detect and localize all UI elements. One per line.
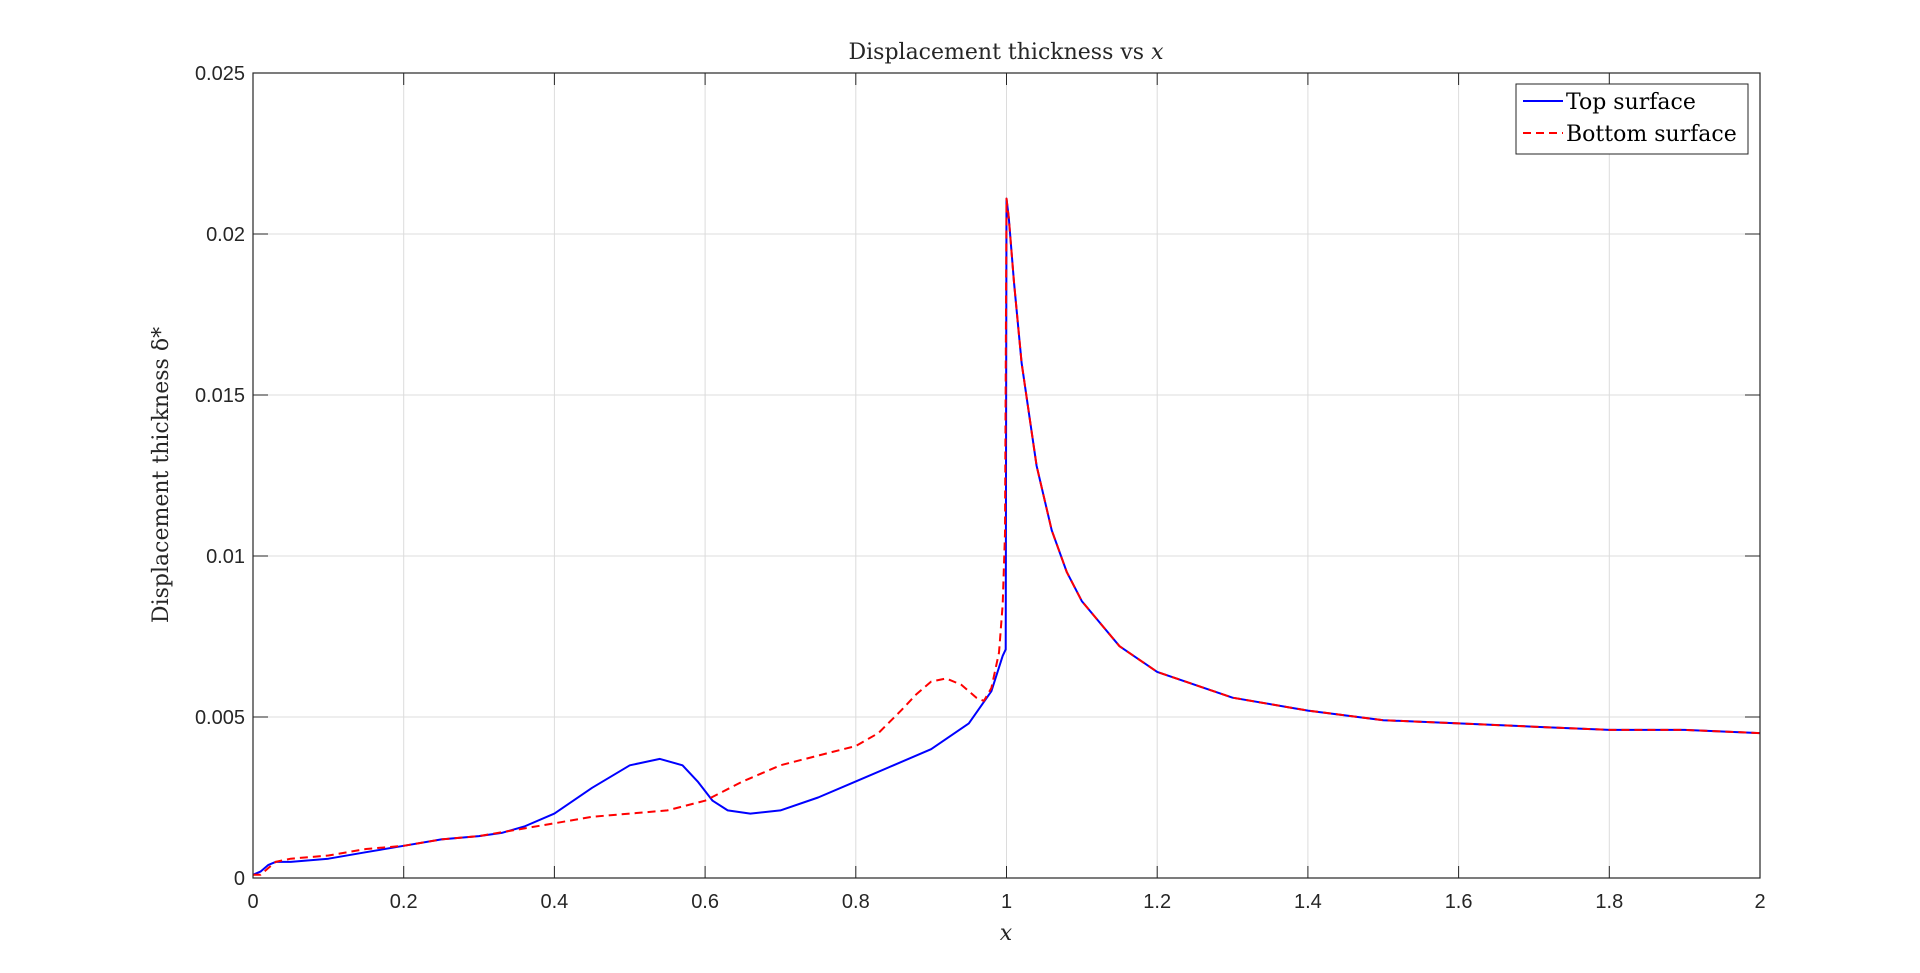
y-tick-label: 0.025 (195, 63, 245, 85)
ticks: 0 0.2 0.4 0.6 0.8 1 1.2 1.4 1.6 1.8 2 0 0.005 0.01 0.0… (195, 63, 1766, 913)
y-tick-label: 0.01 (206, 546, 245, 568)
legend-box (1515, 83, 1749, 155)
y-tick-label: 0.02 (206, 224, 245, 246)
legend-label-top-surface: Top surface (1566, 90, 1696, 115)
series-layer (252, 197, 1761, 876)
x-tick-label: 1.2 (1143, 891, 1171, 913)
x-tick-label: 1.8 (1595, 891, 1623, 913)
x-tick-label: 2 (1754, 891, 1765, 913)
chart-title: Displacement thickness vs x (848, 40, 1164, 65)
x-axis-label: x (1000, 921, 1013, 946)
x-tick-label: 1.4 (1294, 891, 1322, 913)
x-tick-label: 1.6 (1445, 891, 1473, 913)
y-tick-label: 0.015 (195, 385, 245, 407)
legend-label-bottom-surface: Bottom surface (1566, 122, 1737, 147)
y-axis-label: Displacement thickness δ* (149, 327, 174, 623)
y-tick-label: 0.005 (195, 707, 245, 729)
legend: Top surface Bottom surface (1515, 83, 1749, 155)
x-tick-label: 0.2 (390, 891, 418, 913)
x-tick-label: 0.4 (540, 891, 568, 913)
series-line-bottom-surface (253, 197, 1761, 876)
y-tick-label: 0 (234, 868, 245, 890)
x-tick-label: 0.6 (691, 891, 719, 913)
chart-title-variable: x (1151, 40, 1164, 65)
chart-title-prefix: Displacement thickness vs (848, 40, 1151, 65)
x-tick-label: 0 (247, 891, 258, 913)
x-tick-label: 0.8 (842, 891, 870, 913)
x-tick-label: 1 (1001, 891, 1012, 913)
